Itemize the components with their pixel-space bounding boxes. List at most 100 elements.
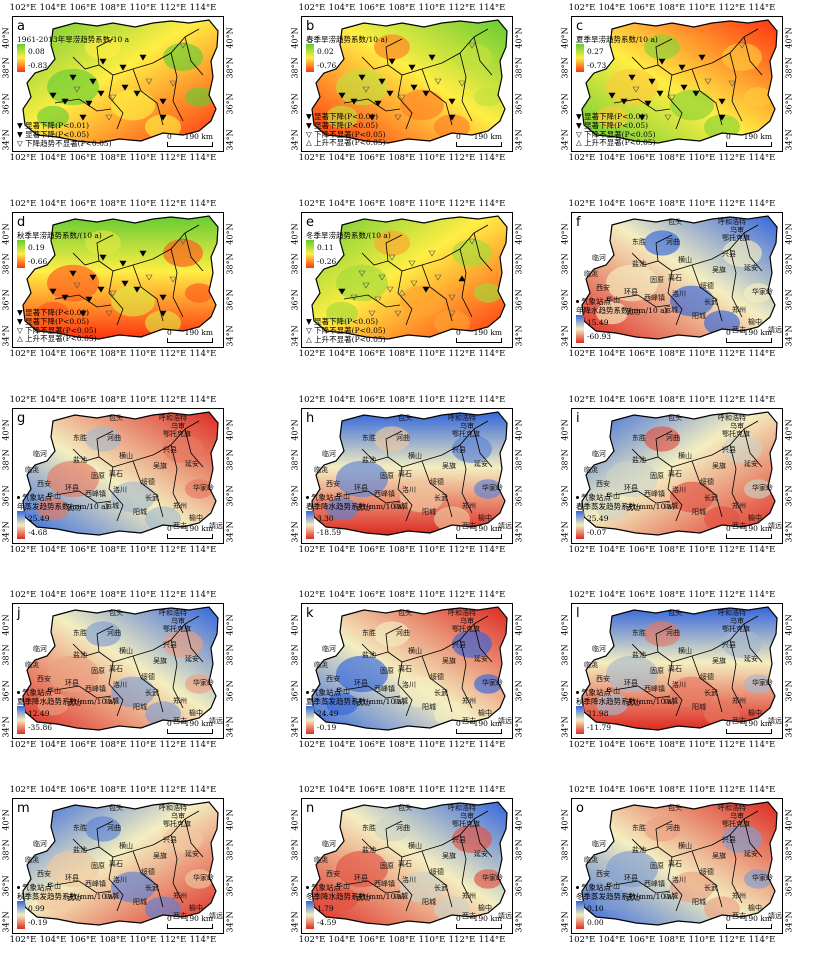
station-trend-marker (434, 78, 442, 85)
longitude-tick-label: 110°E (129, 153, 157, 163)
longitude-tick-label: 108°E (99, 545, 127, 555)
sub-basin-boundary (170, 444, 184, 514)
place-name: 洛川 (113, 681, 127, 689)
color-legend: 气象站点 春季降水趋势系数(mm/10 a) 3.30 -18.59 (306, 493, 405, 539)
trend-blob (452, 435, 492, 463)
place-name: 离石 (398, 860, 412, 868)
latitude-ticks-right: 40°N 38°N 36°N 34°N (224, 16, 235, 152)
place-name: 环县 (354, 874, 368, 882)
longitude-tick-label: 108°E (658, 590, 686, 600)
trend-blob (644, 816, 680, 842)
loess-plateau-map (22, 411, 219, 536)
legend-title: 冬季蒸发趋势系数(mm/10 a) (576, 892, 676, 901)
place-name: 横山 (678, 842, 692, 850)
sub-basin-boundary (473, 232, 493, 272)
map-panel-m: 102°E 104°E 106°E 108°E 110°E 112°E 114°E 102°E… (1, 784, 236, 949)
legend-max-value: 25.49 (587, 513, 609, 523)
sub-basin-boundary (132, 460, 164, 518)
map-frame: a 1961-2013年旱涝趋势系数/10 a 0.08 -0.83 ▼ 显著下降(P<… (12, 16, 224, 152)
panel-letter: a (17, 19, 25, 34)
longitude-tick-label: 114°E (748, 785, 776, 795)
legend-max-value: 15.49 (587, 317, 609, 327)
station-trend-marker (374, 100, 382, 107)
place-name: 吴旗 (712, 462, 726, 470)
map-panel-j: 102°E 104°E 106°E 108°E 110°E 112°E 114°E 102°E… (2, 589, 236, 754)
station-trend-marker (89, 78, 97, 85)
longitude-tick-label: 108°E (99, 349, 127, 359)
latitude-tick-label: 34°N (784, 716, 794, 738)
latitude-ticks-left: 40°N 38°N 36°N 34°N (559, 408, 570, 544)
latitude-tick-label: 40°N (784, 27, 794, 49)
latitude-ticks-right: 40°N 38°N 36°N 34°N (783, 16, 794, 152)
longitude-tick-label: 114°E (189, 545, 217, 555)
longitude-tick-label: 112°E (448, 349, 476, 359)
place-name: 华山 (336, 492, 350, 500)
place-name: 离石 (668, 860, 682, 868)
sub-basin-boundary (729, 834, 743, 904)
station-trend-marker (386, 90, 394, 97)
latitude-tick-label: 40°N (560, 27, 570, 49)
station-trend-marker (428, 250, 436, 257)
place-name: 长武 (145, 884, 159, 892)
longitude-tick-label: 104°E (598, 740, 626, 750)
legend-max-value: 1.79 (317, 903, 334, 913)
place-name: 兴县 (722, 446, 736, 454)
scale-distance-label: 190 km (473, 914, 502, 923)
loess-plateau-map (311, 411, 508, 536)
significance-legend-item: ▽ 下降趋势不显著(P<0.05) (17, 138, 112, 148)
legend-max-swatch (576, 44, 584, 58)
place-name: 固原 (380, 667, 394, 675)
legend-max-swatch (576, 706, 584, 720)
place-name: 盐池 (362, 456, 376, 464)
loess-plateau-map (22, 801, 219, 926)
longitude-tick-label: 104°E (39, 395, 67, 405)
station-trend-marker (159, 294, 167, 301)
legend-title: 年蒸发趋势系数(mm/10 a) (17, 502, 109, 511)
longitude-tick-label: 114°E (189, 349, 217, 359)
latitude-tick-label: 40°N (225, 223, 235, 245)
place-name: 临河 (322, 840, 336, 848)
plateau-boundary (581, 19, 778, 144)
legend-max-swatch (17, 511, 25, 525)
place-name: 兴县 (722, 641, 736, 649)
place-name: 西峰镇 (644, 294, 665, 302)
legend-max-swatch (17, 901, 25, 915)
panel-letter: b (306, 19, 315, 34)
sub-basin-boundary (743, 232, 763, 272)
scale-zero-label: 0 (726, 328, 731, 337)
place-name: 绥德 (700, 478, 714, 486)
latitude-ticks-left: 40°N 38°N 36°N 34°N (289, 603, 300, 739)
color-legend: 气象站点 年蒸发趋势系数(mm/10 a) 25.49 -4.68 (17, 493, 109, 539)
trend-blob (722, 43, 762, 71)
station-trend-marker (139, 54, 147, 61)
place-name: 环县 (65, 679, 79, 687)
station-trend-marker (119, 64, 127, 71)
legend-title: 秋季降水趋势系数(mm/10 a) (576, 697, 676, 706)
longitude-tick-label: 112°E (159, 935, 187, 945)
place-name: 鄂托克旗 (452, 820, 480, 828)
longitude-tick-label: 102°E (298, 785, 326, 795)
latitude-tick-label: 36°N (560, 875, 570, 897)
place-name: 呼和浩特 (448, 414, 476, 422)
place-name: 绥德 (700, 868, 714, 876)
trend-blob (452, 239, 492, 267)
station-trend-marker (61, 98, 69, 105)
latitude-tick-label: 34°N (1, 325, 11, 347)
longitude-tick-label: 104°E (39, 590, 67, 600)
place-name: 鄂托克旗 (722, 234, 750, 242)
latitude-tick-label: 38°N (514, 839, 524, 861)
latitude-tick-label: 38°N (290, 253, 300, 275)
scale-bar: 0 190 km (167, 914, 213, 929)
latitude-tick-label: 34°N (1, 911, 11, 933)
scale-bar: 0 190 km (726, 132, 772, 147)
place-name: 环县 (624, 484, 638, 492)
place-name: 东胜 (362, 629, 376, 637)
station-label: 气象站点 (581, 297, 611, 306)
station-trend-marker (728, 80, 736, 87)
color-legend: 气象站点 年降水趋势系数(mm/10 a) 15.49 -60.93 (576, 297, 668, 343)
trend-blob (111, 481, 155, 513)
place-name: 长武 (145, 689, 159, 697)
trend-blob (185, 87, 213, 107)
longitude-tick-label: 102°E (568, 935, 596, 945)
sub-basin-boundary (132, 264, 164, 322)
